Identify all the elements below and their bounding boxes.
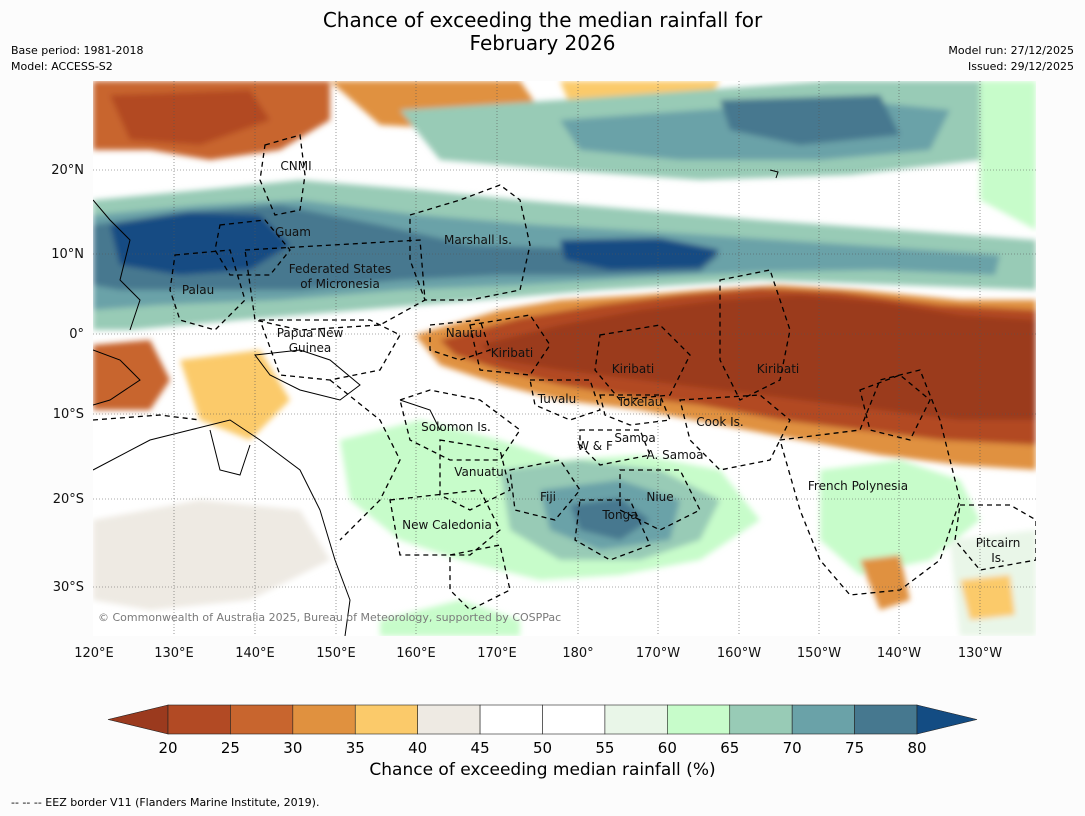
- label-new-caledonia: New Caledonia: [402, 518, 492, 532]
- label-wallis-futuna: W & F: [577, 439, 613, 453]
- lat-tick-labels: 20°N 10°N 0° 10°S 20°S 30°S: [51, 163, 84, 595]
- colorbar-tick-label: 55: [595, 739, 614, 757]
- model-run-text: Model run: 27/12/2025: [948, 44, 1074, 57]
- colorbar-tick-label: 30: [283, 739, 302, 757]
- colorbar-tick-label: 35: [346, 739, 365, 757]
- label-kiribati-west: Kiribati: [491, 346, 533, 360]
- colorbar-tick-label: 20: [158, 739, 177, 757]
- label-palau: Palau: [182, 283, 214, 297]
- eez-footnote: -- -- -- EEZ border V11 (Flanders Marine…: [11, 796, 320, 809]
- colorbar-segment: [604, 704, 668, 735]
- region-labels: CNMI Guam Marshall Is. Federated States …: [182, 159, 1020, 565]
- meta-right: Model run: 27/12/2025 Issued: 29/12/2025: [948, 43, 1074, 75]
- lon-tick: 140°W: [877, 646, 921, 661]
- label-vanuatu: Vanuatu: [454, 465, 504, 479]
- lon-tick: 140°E: [235, 646, 275, 661]
- colorbar-segment: [729, 704, 793, 735]
- label-solomon-islands: Solomon Is.: [421, 420, 491, 434]
- base-period-text: Base period: 1981-2018: [11, 44, 144, 57]
- lon-tick: 130°W: [958, 646, 1002, 661]
- colorbar-segment: [854, 704, 918, 735]
- colorbar-segment: [167, 704, 231, 735]
- label-guam: Guam: [275, 225, 311, 239]
- colorbar-segment: [292, 704, 356, 735]
- label-fsm-line1: Federated States: [289, 262, 391, 276]
- label-tonga: Tonga: [601, 508, 637, 522]
- colorbar-title: Chance of exceeding median rainfall (%): [369, 760, 716, 780]
- label-american-samoa: A. Samoa: [647, 448, 704, 462]
- lat-tick: 10°N: [51, 247, 84, 262]
- label-png-line1: Papua New: [277, 326, 344, 340]
- lon-tick: 170°E: [477, 646, 517, 661]
- label-cook-islands: Cook Is.: [696, 415, 743, 429]
- lon-tick-labels: 120°E 130°E 140°E 150°E 160°E 170°E 180°…: [74, 646, 1002, 661]
- lat-tick: 30°S: [53, 580, 84, 595]
- copyright-text: © Commonwealth of Australia 2025, Bureau…: [98, 611, 561, 624]
- colorbar-tick-label: 45: [471, 739, 490, 757]
- label-tokelau: Tokelau: [617, 395, 663, 409]
- coastlines: [93, 169, 779, 636]
- label-niue: Niue: [646, 490, 673, 504]
- lon-tick: 130°E: [154, 646, 194, 661]
- colorbar-tick-label: 50: [533, 739, 552, 757]
- colorbar-segment: [417, 704, 481, 735]
- label-cnmi: CNMI: [280, 159, 311, 173]
- colorbar-tick-label: 40: [408, 739, 427, 757]
- colorbar-segment: [354, 704, 418, 735]
- lon-tick: 120°E: [74, 646, 114, 661]
- label-fiji: Fiji: [540, 490, 556, 504]
- graticule: [93, 81, 1036, 636]
- colorbar-tick-label: 80: [907, 739, 926, 757]
- label-pitcairn-line2: Is.: [991, 551, 1005, 565]
- label-tuvalu: Tuvalu: [537, 392, 577, 406]
- colorbar-segment: [542, 704, 606, 735]
- lon-tick: 170°W: [636, 646, 680, 661]
- label-samoa: Samoa: [614, 431, 655, 445]
- model-text: Model: ACCESS-S2: [11, 60, 113, 73]
- lon-tick: 180°: [562, 646, 593, 661]
- colorbar-tick-label: 70: [783, 739, 802, 757]
- label-marshall-islands: Marshall Is.: [444, 233, 512, 247]
- colorbar-tick-label: 60: [658, 739, 677, 757]
- chart-title-line1: Chance of exceeding the median rainfall …: [322, 8, 763, 32]
- label-kiribati-central: Kiribati: [612, 362, 654, 376]
- lat-tick: 10°S: [53, 407, 84, 422]
- colorbar-extend-low: [107, 704, 169, 735]
- eez-borders: [93, 134, 1036, 611]
- lat-tick: 20°S: [53, 492, 84, 507]
- colorbar-segment: [667, 704, 731, 735]
- label-png-line2: Guinea: [289, 341, 332, 355]
- colorbar-tick-label: 65: [720, 739, 739, 757]
- label-pitcairn-line1: Pitcairn: [976, 536, 1021, 550]
- map-area: © Commonwealth of Australia 2025, Bureau…: [93, 81, 1036, 636]
- colorbar-tick-label: 25: [221, 739, 240, 757]
- issued-text: Issued: 29/12/2025: [967, 60, 1074, 73]
- colorbar: 20 25 30 35 40 45 50 55 60 65 70 75 80: [107, 704, 978, 757]
- label-kiribati-east: Kiribati: [757, 362, 799, 376]
- colorbar-extend-high: [916, 704, 978, 735]
- lon-tick: 150°E: [316, 646, 356, 661]
- chart-title-line2: February 2026: [469, 31, 616, 55]
- colorbar-segment: [791, 704, 855, 735]
- label-fsm-line2: of Micronesia: [300, 277, 380, 291]
- lon-tick: 160°E: [396, 646, 436, 661]
- label-french-polynesia: French Polynesia: [808, 479, 908, 493]
- rainfall-field: [93, 81, 1036, 636]
- lat-tick: 20°N: [51, 163, 84, 178]
- colorbar-segment: [479, 704, 543, 735]
- colorbar-tick-label: 75: [845, 739, 864, 757]
- lat-tick: 0°: [69, 327, 84, 342]
- colorbar-segment: [230, 704, 294, 735]
- lon-tick: 150°W: [797, 646, 841, 661]
- label-nauru: Nauru: [446, 326, 482, 340]
- meta-left: Base period: 1981-2018 Model: ACCESS-S2: [11, 43, 143, 75]
- lon-tick: 160°W: [717, 646, 761, 661]
